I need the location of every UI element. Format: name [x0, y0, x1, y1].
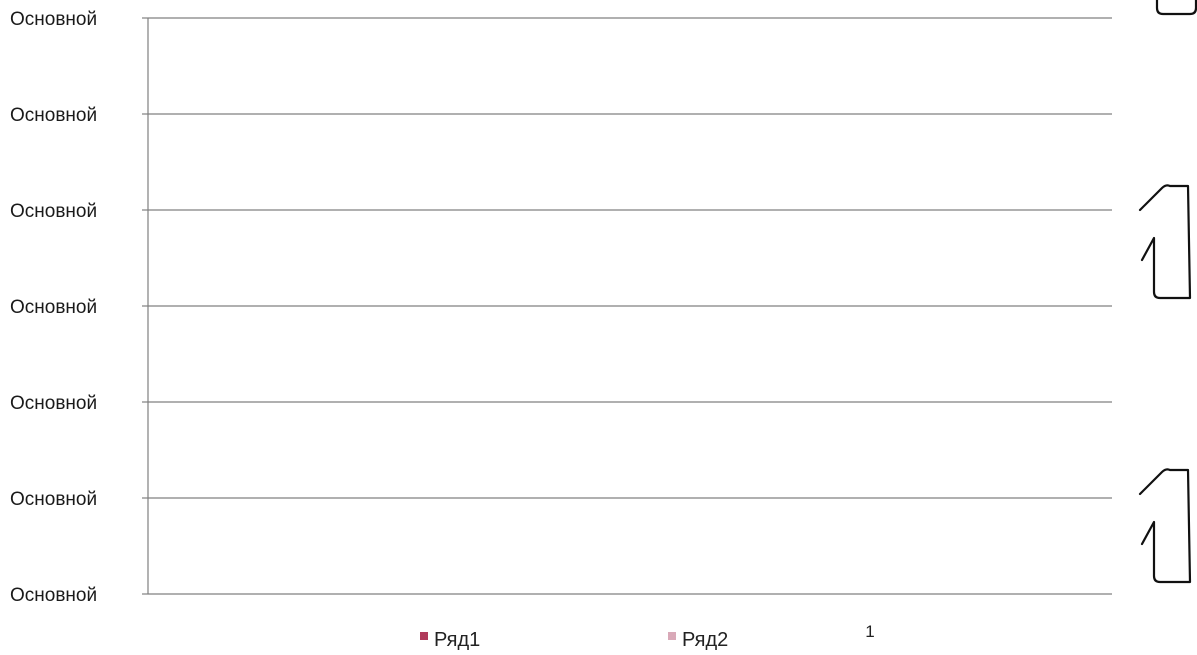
- y-axis-ticks: Основной Основной Основной Основной Основной…: [10, 9, 148, 606]
- y-tick-label: Основной: [10, 9, 97, 30]
- y-tick-label: Основной: [10, 105, 97, 126]
- gridlines: [148, 17, 1112, 595]
- legend-swatch: [420, 632, 428, 640]
- bracket-mark-middle: [1138, 184, 1192, 300]
- y-tick-label: Основной: [10, 297, 97, 318]
- y-tick-label: Основной: [10, 489, 97, 510]
- y-tick-label: Основной: [10, 201, 97, 222]
- bracket-mark-top: [1155, 0, 1197, 16]
- x-tick-label: 1: [865, 622, 874, 641]
- legend: Ряд1 Ряд2: [420, 629, 728, 651]
- legend-label: Ряд2: [682, 629, 728, 651]
- plot-area: Основной Основной Основной Основной Основной…: [10, 9, 1112, 641]
- x-axis-ticks: 1: [865, 622, 874, 641]
- margin-bracket-marks: [1138, 0, 1197, 584]
- legend-swatch: [668, 632, 676, 640]
- legend-label: Ряд1: [434, 629, 480, 651]
- y-tick-label: Основной: [10, 393, 97, 414]
- y-tick-label: Основной: [10, 585, 97, 606]
- bracket-mark-bottom: [1138, 468, 1192, 584]
